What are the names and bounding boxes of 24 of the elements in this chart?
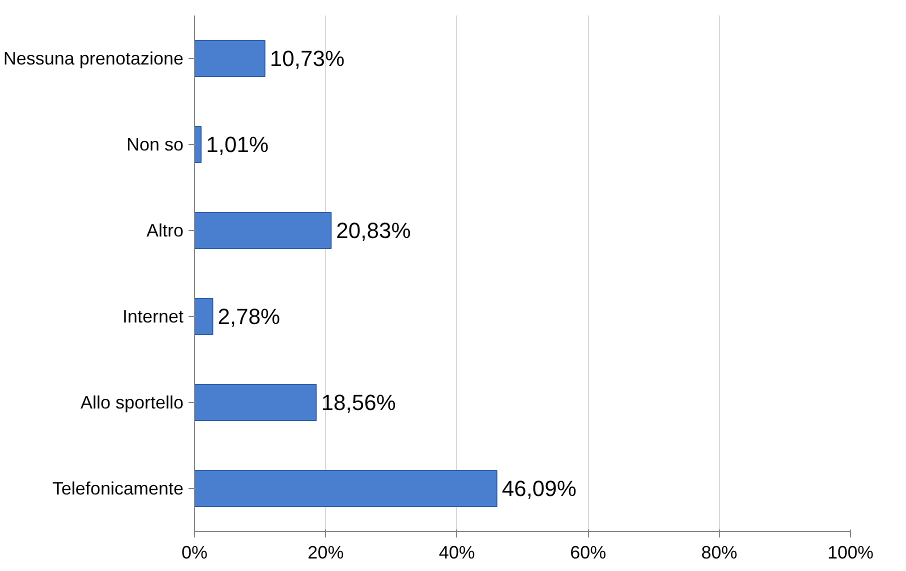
data-label: 10,73% xyxy=(270,46,345,71)
data-label: 18,56% xyxy=(321,390,396,415)
y-tick-label: Nessuna prenotazione xyxy=(3,48,184,68)
y-tick-label: Telefonicamente xyxy=(52,478,184,498)
data-label: 2,78% xyxy=(218,304,280,329)
y-tick-label: Altro xyxy=(146,220,184,240)
bar xyxy=(194,470,498,508)
x-tick-label: 20% xyxy=(308,542,344,562)
x-tick-label: 100% xyxy=(827,542,874,562)
bar xyxy=(194,212,332,250)
x-tick-label: 60% xyxy=(570,542,606,562)
bar xyxy=(194,40,266,78)
data-label: 46,09% xyxy=(502,476,576,501)
data-label: 1,01% xyxy=(206,132,269,157)
x-tick-label: 40% xyxy=(438,542,475,562)
y-tick-label: Non so xyxy=(126,134,184,154)
data-label: 20,83% xyxy=(336,218,411,243)
x-tick-label: 80% xyxy=(701,542,738,562)
y-tick-label: Internet xyxy=(122,306,184,326)
x-tick-label: 0% xyxy=(181,542,208,562)
bar xyxy=(194,298,214,336)
y-tick-label: Allo sportello xyxy=(80,392,184,412)
bar xyxy=(194,384,317,422)
bar xyxy=(194,126,202,164)
